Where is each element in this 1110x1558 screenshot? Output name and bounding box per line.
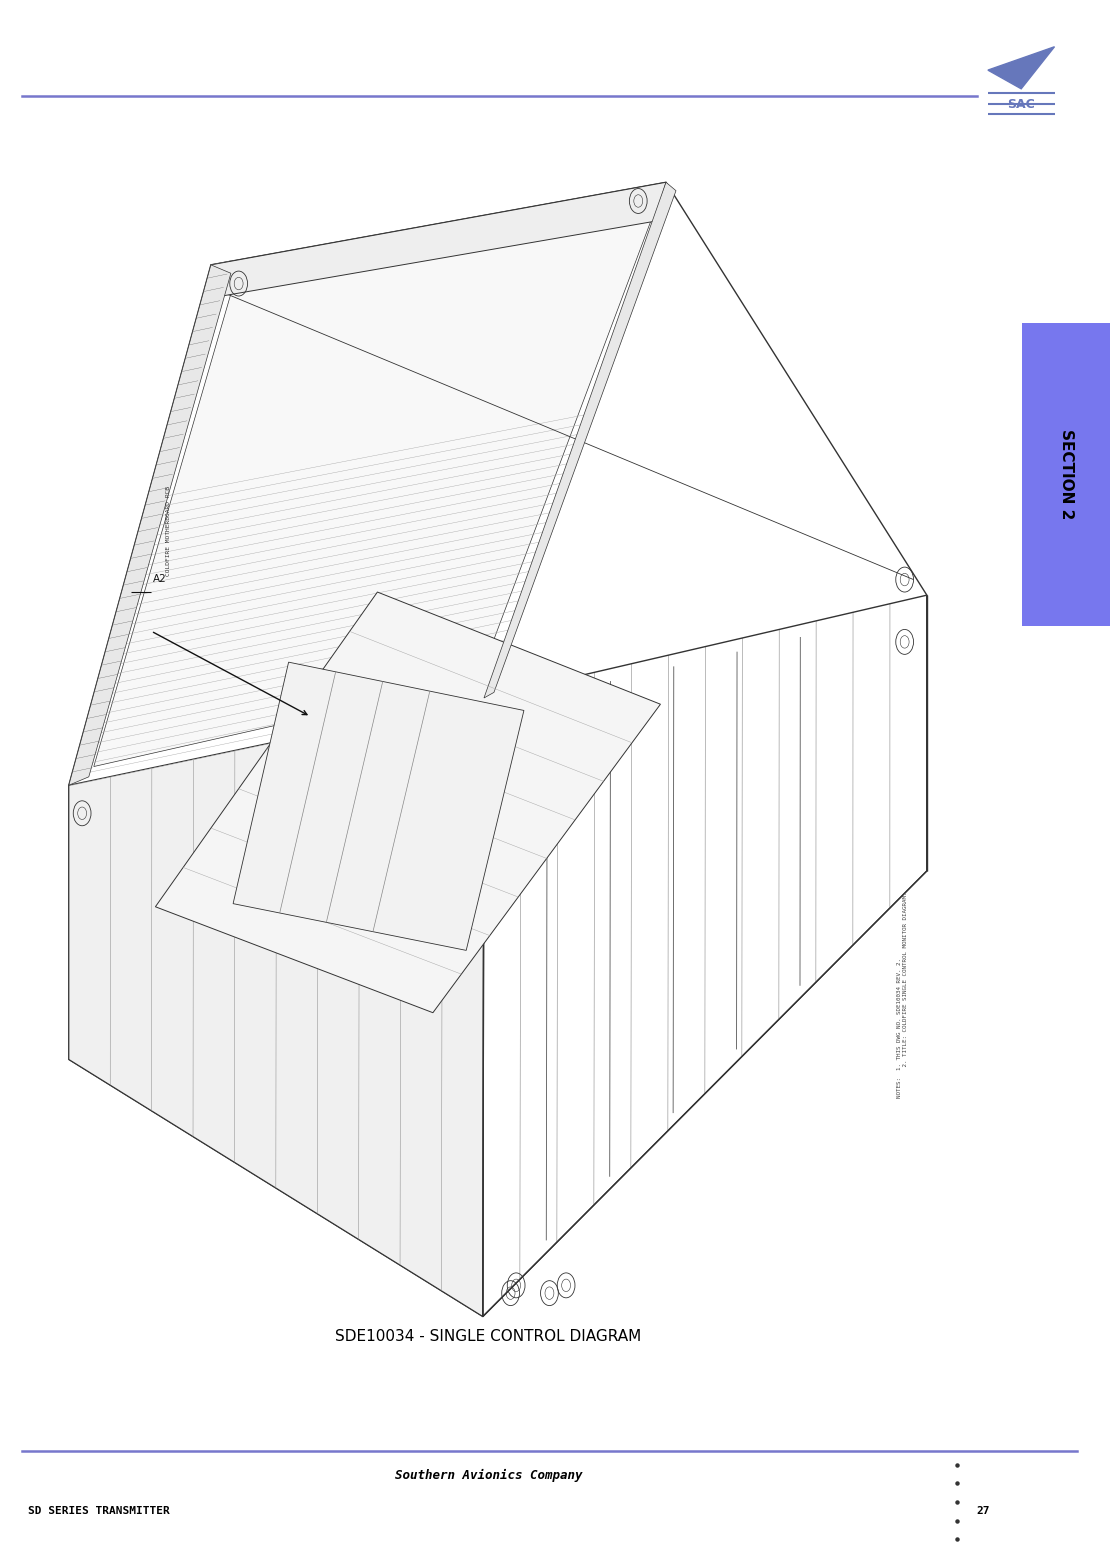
Text: SAC: SAC bbox=[1008, 98, 1036, 111]
Bar bbox=[1022, 323, 1110, 626]
Polygon shape bbox=[155, 592, 660, 1013]
Polygon shape bbox=[484, 182, 676, 698]
Polygon shape bbox=[988, 47, 1054, 89]
Polygon shape bbox=[69, 265, 231, 785]
Text: 27: 27 bbox=[977, 1507, 990, 1516]
Polygon shape bbox=[69, 182, 927, 1317]
Text: NOTES:  1. THIS DWG NO. SDE10034 REV. 2.
         2. TITLE: COLDFIRE SINGLE CONT: NOTES: 1. THIS DWG NO. SDE10034 REV. 2. … bbox=[897, 891, 908, 1098]
Text: A2: A2 bbox=[153, 575, 166, 584]
Text: SDE10034 - SINGLE CONTROL DIAGRAM: SDE10034 - SINGLE CONTROL DIAGRAM bbox=[335, 1329, 642, 1345]
Text: Southern Avionics Company: Southern Avionics Company bbox=[395, 1469, 582, 1482]
Polygon shape bbox=[93, 195, 662, 767]
Polygon shape bbox=[211, 182, 666, 296]
Polygon shape bbox=[69, 698, 484, 1317]
Text: COLDFIRE MOTHERBOARD PCB: COLDFIRE MOTHERBOARD PCB bbox=[166, 486, 172, 576]
Polygon shape bbox=[233, 662, 524, 950]
Text: SECTION 2: SECTION 2 bbox=[1059, 428, 1073, 520]
Text: SD SERIES TRANSMITTER: SD SERIES TRANSMITTER bbox=[28, 1507, 170, 1516]
